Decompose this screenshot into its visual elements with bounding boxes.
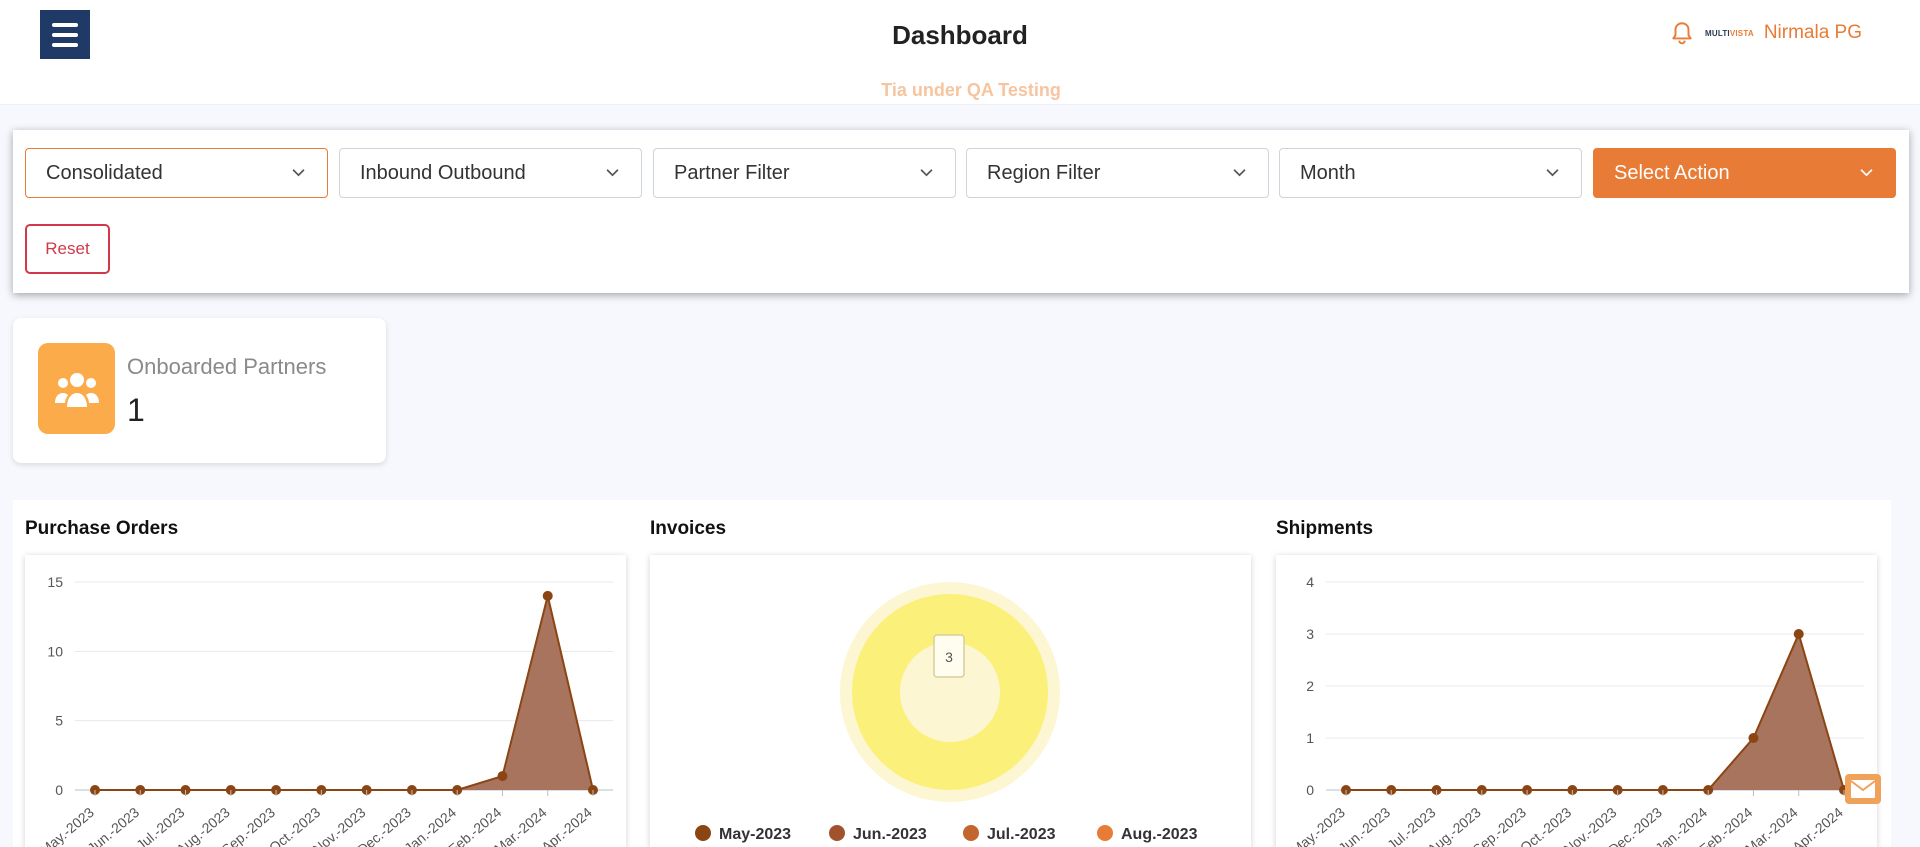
y-tick-label: 15 (47, 574, 63, 590)
shipments-chart: 0 1 2 3 4 May.-2023 Jun.-2023 Jul.-2023 Aug.-202… (1276, 555, 1877, 847)
invoices-svg: 3 May-2023 Jun.-2023 Jul.-2023 Aug.-2023 (695, 582, 1198, 843)
data-point (1748, 733, 1759, 743)
legend-marker (829, 825, 845, 841)
stat-value: 1 (127, 392, 145, 428)
view-select[interactable]: Consolidated (25, 148, 328, 198)
series-line (95, 595, 594, 791)
period-select[interactable]: Month (1279, 148, 1582, 198)
envelope-icon (1850, 780, 1876, 798)
chevron-down-icon (292, 169, 305, 177)
partners-icon (38, 343, 115, 434)
mail-button[interactable] (1845, 774, 1881, 804)
legend-marker (963, 825, 979, 841)
legend-label: Jul.-2023 (987, 826, 1056, 843)
menu-button[interactable] (40, 10, 90, 59)
page-title: Dashboard (892, 20, 1028, 50)
y-tick-label: 2 (1306, 678, 1314, 694)
tooltip-value: 3 (945, 649, 953, 665)
y-tick-label: 3 (1306, 626, 1314, 642)
shipments-title: Shipments (1276, 518, 1374, 539)
x-tick-label: Apr.-2024 (538, 804, 595, 847)
data-point (497, 771, 508, 782)
chevron-down-icon (920, 169, 933, 177)
filter-panel: Consolidated Inbound Outbound Partner Fi… (13, 130, 1909, 293)
hamburger-icon (52, 22, 78, 27)
invoices-title: Invoices (650, 518, 727, 539)
legend-label: Aug.-2023 (1121, 826, 1198, 843)
environment-banner: Tia under QA Testing (881, 80, 1061, 100)
area-fill (95, 595, 593, 790)
pie-slice (852, 594, 1048, 790)
top-bar: Dashboard Tia under QA Testing MULTIVIST… (0, 0, 1920, 105)
stat-label: Onboarded Partners (127, 354, 327, 379)
onboarded-partners-card[interactable]: Onboarded Partners 1 (13, 318, 386, 463)
y-tick-label: 10 (47, 643, 63, 659)
action-select[interactable]: Select Action (1593, 148, 1896, 198)
tooltip-box (933, 634, 965, 678)
purchase-orders-title: Purchase Orders (25, 518, 179, 539)
company-logo: MULTIVISTA (1705, 28, 1754, 38)
y-tick-label: 4 (1306, 574, 1314, 590)
chevron-down-icon (1860, 169, 1873, 177)
chevron-down-icon (1233, 169, 1246, 177)
region-filter-select[interactable]: Region Filter (966, 148, 1269, 198)
y-tick-label: 5 (55, 713, 63, 729)
direction-select[interactable]: Inbound Outbound (339, 148, 642, 198)
user-name[interactable]: Nirmala PG (1763, 22, 1862, 43)
legend-marker (695, 825, 711, 841)
purchase-orders-svg: 051015May.-2023Jun.-2023Jul.-2023Aug.-20… (37, 574, 613, 847)
purchase-orders-chart: 0 5 10 15 May.-2023 Jun.-2023 Jul.-2023 Aug.-20… (25, 555, 626, 847)
bell-icon[interactable] (1669, 20, 1695, 46)
area-fill (1346, 634, 1844, 790)
chevron-down-icon (606, 169, 619, 177)
reset-button[interactable]: Reset (25, 224, 110, 274)
legend-label: May-2023 (719, 826, 791, 843)
chevron-down-icon (1546, 169, 1559, 177)
y-tick-label: 0 (1306, 782, 1314, 798)
data-point (1793, 629, 1804, 639)
user-area: MULTIVISTA Nirmala PG (1669, 20, 1862, 46)
shipments-svg: 01234May.-2023Jun.-2023Jul.-2023Aug.-202… (1288, 574, 1864, 847)
legend-label: Jun.-2023 (853, 826, 927, 843)
legend-marker (1097, 825, 1113, 841)
y-tick-label: 0 (55, 782, 63, 798)
x-tick-label: Apr.-2024 (1789, 804, 1846, 847)
data-point (542, 590, 553, 601)
invoices-chart: 3 May-2023 Jun.-2023 Jul.-2023 Aug.-2023 (650, 555, 1251, 847)
y-tick-label: 1 (1306, 730, 1314, 746)
series-line (1346, 631, 1845, 791)
partner-filter-select[interactable]: Partner Filter (653, 148, 956, 198)
